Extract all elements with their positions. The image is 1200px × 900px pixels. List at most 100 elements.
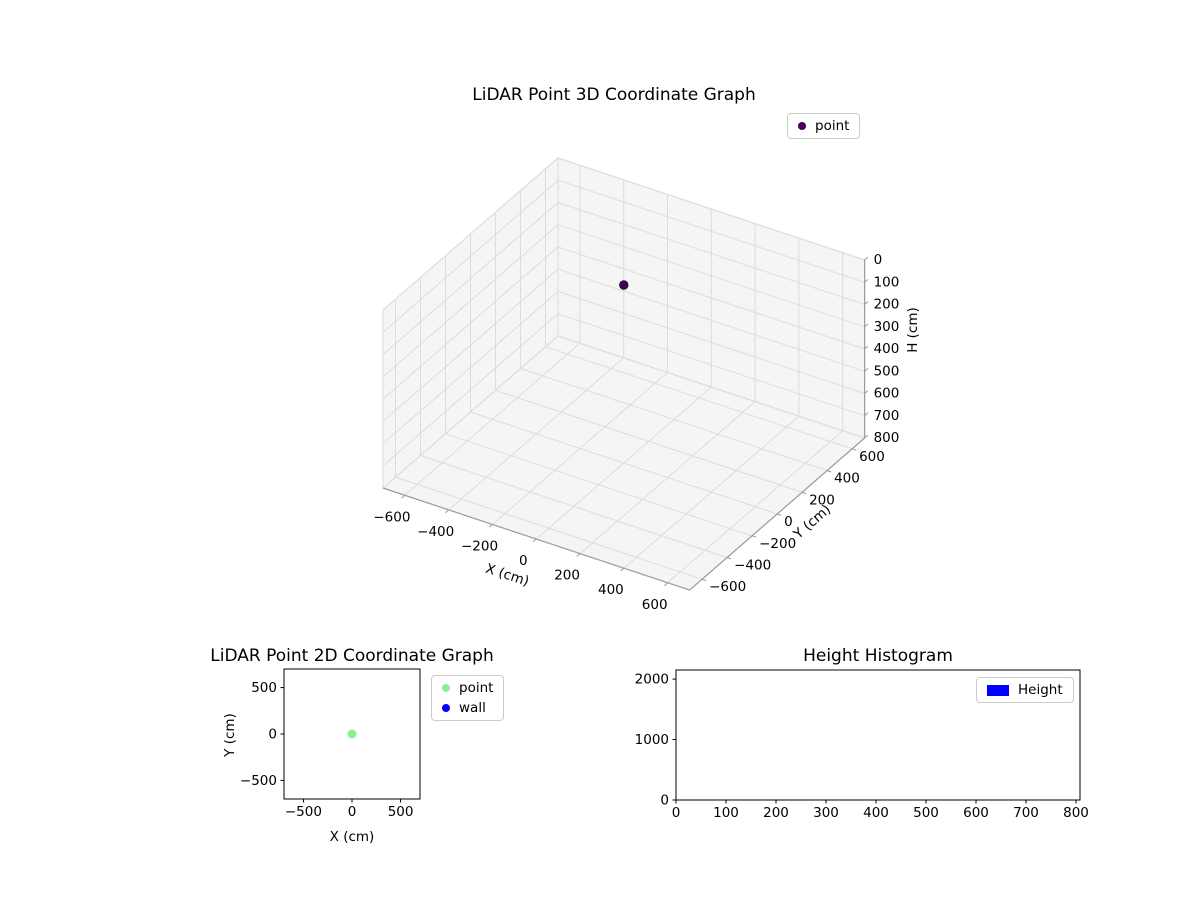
- x-tick-label: −500: [285, 804, 322, 820]
- z-tick-label: 600: [874, 386, 900, 402]
- grid-line: [382, 291, 559, 444]
- grid-line: [535, 386, 712, 540]
- z-tick: [864, 256, 869, 261]
- x-tick: [620, 567, 625, 572]
- x-tick-label: −200: [461, 539, 498, 555]
- grid-line: [382, 313, 559, 467]
- y-tick-label: 600: [859, 449, 885, 465]
- y-tick-label: 2000: [635, 672, 669, 688]
- x-tick: [532, 538, 537, 543]
- plot3d-title: LiDAR Point 3D Coordinate Graph: [472, 85, 756, 105]
- z-tick-label: 200: [874, 297, 900, 313]
- grid-line: [448, 357, 625, 511]
- y-tick-label: 0: [784, 514, 793, 530]
- grid-line: [404, 342, 581, 496]
- x-tick: [445, 509, 450, 514]
- z-tick-label: 500: [874, 363, 900, 379]
- z-tick: [864, 279, 869, 283]
- histogram-legend-item-height: Height: [987, 682, 1063, 698]
- grid-line: [382, 335, 559, 489]
- x-tick-label: 300: [813, 805, 839, 821]
- plot2d-legend-item-point: point: [442, 680, 493, 696]
- grid-line: [382, 179, 559, 333]
- z-tick-label: 100: [874, 274, 900, 290]
- plot3d-group: −600 −400 −200 0 200 400 600 600 400 200 0 −200 −400…: [373, 156, 900, 613]
- x-tick-label: 400: [598, 582, 624, 598]
- plot3d-zaxis-label: H (cm): [905, 307, 921, 353]
- z-tick-label: 700: [874, 408, 900, 424]
- x-tick-label: −600: [373, 509, 410, 525]
- point-marker-icon: [798, 122, 806, 130]
- y-tick: [701, 578, 707, 582]
- y-tick-label: −200: [759, 536, 796, 552]
- grid-line: [557, 202, 865, 305]
- x-tick-label: 500: [388, 804, 414, 820]
- grid-line: [382, 246, 559, 400]
- z-tick: [864, 301, 869, 305]
- grid-line: [667, 430, 844, 584]
- grid-line: [557, 157, 865, 261]
- x-tick-label: 800: [1063, 805, 1089, 821]
- plot2d-xaxis-label: X (cm): [330, 829, 375, 845]
- z-tick: [864, 434, 869, 439]
- x-tick-label: 0: [519, 553, 528, 569]
- z-tick-label: 800: [874, 430, 900, 446]
- x-tick-label: 600: [963, 805, 989, 821]
- y-tick-label: 1000: [635, 732, 669, 748]
- y-tick-label: −600: [709, 579, 746, 595]
- plot2d-title: LiDAR Point 2D Coordinate Graph: [210, 646, 494, 666]
- plot2d-legend: point wall: [431, 675, 505, 721]
- histogram-group: 0 100 200 300 400 500 600 700 800 0 1000 2000: [635, 669, 1089, 821]
- axes-frame-hist: [675, 669, 1081, 801]
- grid-line: [557, 224, 865, 328]
- y-tick: [751, 535, 757, 538]
- y-tick-label: 0: [660, 793, 669, 809]
- x-tick-label: 0: [348, 804, 357, 820]
- point-marker-icon: [442, 684, 450, 692]
- y-tick-label: −500: [240, 773, 277, 789]
- grid-line: [492, 372, 668, 525]
- grid-line: [382, 202, 559, 355]
- grid-line: [557, 268, 865, 372]
- x-tick-label: 400: [863, 805, 889, 821]
- plot2d-yaxis-label: Y (cm): [222, 713, 238, 758]
- histogram-legend: Height: [976, 677, 1074, 703]
- z-tick: [864, 390, 869, 394]
- grid-line: [382, 157, 559, 311]
- y-tick: [851, 448, 857, 451]
- grid-line: [557, 246, 865, 350]
- grid-line: [557, 179, 865, 283]
- histogram-title: Height Histogram: [803, 646, 953, 666]
- plot2d-legend-item-wall: wall: [442, 700, 493, 716]
- x-tick-label: 100: [713, 805, 739, 821]
- grid-line: [382, 268, 559, 422]
- grid-line: [557, 335, 865, 439]
- x-tick: [401, 494, 406, 499]
- y-tick-label: 200: [809, 492, 835, 508]
- y-tick-label: 0: [268, 727, 277, 743]
- x-tick: [664, 582, 669, 586]
- plot2d-legend-label-wall: wall: [459, 700, 486, 716]
- wall-marker-icon: [442, 704, 450, 712]
- plot3d-legend: point: [787, 113, 861, 139]
- z-tick: [864, 345, 869, 350]
- z-tick: [864, 323, 869, 328]
- x-tick-label: 500: [913, 805, 939, 821]
- grid-line: [623, 415, 800, 569]
- x-tick: [576, 553, 581, 557]
- plot2d-legend-label-point: point: [459, 680, 494, 696]
- x-tick-label: 200: [554, 568, 580, 584]
- histogram-legend-label-height: Height: [1018, 682, 1063, 698]
- scatter-point-2d: [347, 729, 357, 739]
- y-tick-label: −400: [734, 558, 771, 574]
- x-tick: [488, 524, 493, 528]
- z-tick-label: 400: [874, 341, 900, 357]
- y-tick-label: 400: [834, 471, 860, 487]
- x-tick-label: 0: [672, 805, 681, 821]
- plot3d-legend-label-point: point: [815, 118, 850, 134]
- z-tick-label: 0: [874, 252, 883, 268]
- grid-line: [382, 224, 559, 378]
- y-tick: [801, 491, 807, 495]
- y-tick-label: 500: [251, 680, 277, 696]
